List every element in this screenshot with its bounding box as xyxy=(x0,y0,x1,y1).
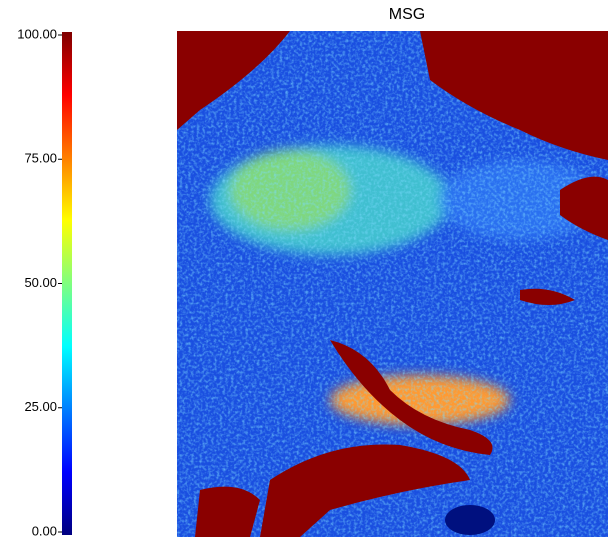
colorbar-tick-label: 50.00 xyxy=(24,275,57,290)
page: MSG 0.0025.0050.0075.00100.00 (() => { c… xyxy=(0,0,608,537)
chart-title: MSG xyxy=(389,6,425,23)
colorbar xyxy=(62,32,72,535)
colorbar-axis: 0.00 25.00 50.00 75.00 100.00 xyxy=(17,26,62,537)
chart: MSG 0.00 25.00 50.00 75.00 100.00 xyxy=(0,0,608,537)
heatmap-image xyxy=(177,31,608,537)
colorbar-tick-label: 25.00 xyxy=(24,399,57,414)
colorbar-tick-label: 100.00 xyxy=(17,26,57,41)
colorbar-tick-label: 0.00 xyxy=(32,523,57,537)
colorbar-tick-label: 75.00 xyxy=(24,151,57,166)
